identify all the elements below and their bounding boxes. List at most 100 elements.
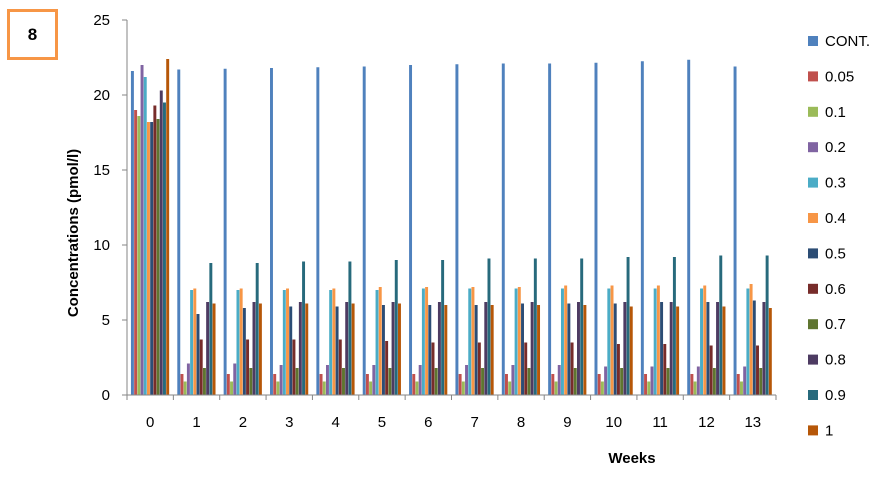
bar-07-week-2: [249, 368, 253, 395]
bar-07-week-3: [295, 368, 299, 395]
bar-05-week-2: [242, 308, 246, 395]
bar-07-week-4: [342, 368, 345, 395]
bar-05-week-5: [381, 305, 385, 395]
bar-CONT-week-9: [548, 63, 552, 395]
bar-08-week-7: [484, 302, 488, 395]
x-tick-label: 4: [331, 414, 339, 431]
bar-08-week-0: [159, 90, 163, 395]
bar-01-week-0: [137, 116, 141, 395]
bar-03-week-12: [700, 288, 703, 395]
bar-03-week-5: [375, 290, 379, 395]
bar-06-week-8: [524, 342, 528, 395]
x-axis: 0 1 2 3 4 5 6 7 8 9 10 11 12 13: [126, 394, 777, 431]
bar-02-week-12: [696, 366, 700, 395]
legend-label: 0.6: [825, 281, 846, 298]
bar-005-week-11: [644, 374, 648, 395]
bar-1-week-12: [722, 306, 726, 395]
bar-09-week-4: [348, 261, 352, 395]
bar-01-week-11: [647, 381, 651, 395]
x-tick-label: 5: [378, 414, 386, 431]
plot-area: [130, 59, 772, 395]
bar-005-week-6: [412, 374, 416, 395]
bar-02-week-11: [650, 366, 654, 395]
legend-swatch: [808, 213, 818, 223]
bar-01-week-1: [183, 381, 187, 395]
bar-02-week-7: [465, 365, 469, 395]
bar-01-week-4: [322, 381, 326, 395]
bar-04-week-2: [239, 288, 243, 395]
x-tick-label: 3: [285, 414, 293, 431]
legend-label: 0.8: [825, 352, 846, 369]
bar-CONT-week-4: [316, 67, 320, 395]
bar-06-week-2: [246, 339, 250, 395]
bar-02-week-3: [279, 365, 283, 395]
bar-06-week-5: [385, 341, 389, 395]
x-tick-label: 0: [146, 414, 154, 431]
bar-CONT-week-6: [409, 65, 413, 395]
bar-1-week-0: [166, 59, 170, 395]
bar-CONT-week-8: [501, 63, 505, 395]
legend-swatch: [808, 177, 818, 188]
bar-07-week-8: [527, 368, 531, 395]
bar-1-week-4: [351, 303, 355, 395]
bar-03-week-2: [236, 290, 240, 395]
bar-07-week-0: [156, 119, 160, 395]
legend-swatch: [808, 319, 818, 330]
bar-03-week-6: [421, 288, 425, 395]
bar-09-week-6: [441, 260, 445, 395]
bar-04-week-13: [749, 284, 753, 395]
legend: CONT. 0.05 0.1 0.2 0.3 0.4 0.5 0.6 0.7 0.8 0.9 1: [808, 33, 870, 439]
bar-03-week-13: [746, 288, 750, 395]
bar-09-week-3: [302, 261, 306, 395]
bar-01-week-5: [369, 381, 373, 395]
x-tick-label: 10: [605, 414, 622, 431]
bar-01-week-10: [600, 381, 604, 395]
bar-08-week-6: [437, 302, 441, 395]
legend-swatch: [808, 36, 818, 46]
bar-01-week-2: [230, 381, 234, 395]
bar-09-week-0: [163, 102, 166, 395]
bar-09-week-2: [255, 263, 259, 395]
bar-07-week-11: [666, 368, 670, 395]
bar-04-week-7: [471, 287, 475, 395]
y-axis: 0 5 10 15 20 25: [93, 12, 128, 404]
bar-05-week-3: [289, 306, 293, 395]
bar-1-week-9: [583, 305, 587, 395]
bar-02-week-4: [325, 365, 329, 395]
bar-02-week-2: [233, 363, 237, 395]
bar-CONT-week-1: [177, 69, 181, 395]
bar-05-week-13: [752, 300, 756, 395]
bar-03-week-3: [282, 290, 286, 395]
bar-05-week-6: [428, 305, 432, 395]
bar-08-week-3: [298, 302, 302, 395]
bar-CONT-week-11: [640, 61, 644, 395]
bar-CONT-week-5: [362, 66, 366, 395]
bar-09-week-13: [765, 255, 769, 395]
bar-04-week-1: [193, 288, 197, 395]
bar-07-week-10: [620, 368, 624, 395]
y-axis-title: Concentrations (pmol/l): [65, 149, 82, 317]
bar-005-week-10: [597, 374, 601, 395]
bar-06-week-6: [431, 342, 435, 395]
x-tick-label: 1: [192, 414, 200, 431]
x-tick-label: 8: [517, 414, 525, 431]
legend-label: CONT.: [825, 33, 870, 50]
legend-label: 0.2: [825, 139, 846, 156]
bar-005-week-3: [273, 374, 277, 395]
bar-05-week-1: [196, 314, 200, 395]
bar-02-week-9: [557, 365, 561, 395]
bar-02-week-6: [418, 365, 422, 395]
bar-05-week-12: [706, 302, 710, 395]
y-tick-label: 15: [93, 162, 110, 179]
bar-09-week-12: [719, 255, 723, 395]
x-tick-label: 6: [424, 414, 432, 431]
bar-05-week-9: [567, 303, 571, 395]
x-tick-label: 12: [698, 414, 715, 431]
bar-01-week-12: [693, 381, 697, 395]
bar-05-week-10: [613, 303, 617, 395]
bar-CONT-week-2: [223, 68, 227, 395]
bar-08-week-12: [716, 302, 720, 395]
bar-03-week-8: [514, 288, 518, 395]
legend-label: 0.05: [825, 68, 854, 85]
bar-05-week-0: [150, 122, 154, 395]
